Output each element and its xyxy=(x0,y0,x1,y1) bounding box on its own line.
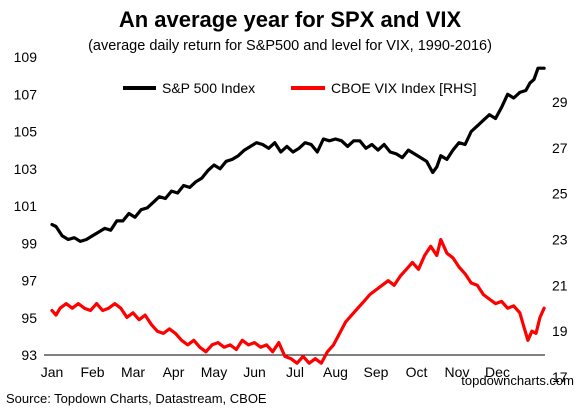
spx-series-line xyxy=(50,66,546,243)
legend-label-vix: CBOE VIX Index [RHS] xyxy=(331,80,477,96)
left-tick-label: 109 xyxy=(14,49,38,65)
left-tick-label: 105 xyxy=(14,124,38,140)
x-tick-label: Jun xyxy=(243,364,266,380)
x-tick-label: Nov xyxy=(445,364,470,380)
chart-subtitle: (average daily return for S&P500 and lev… xyxy=(88,38,492,54)
right-tick-label: 19 xyxy=(552,323,568,339)
right-tick-label: 27 xyxy=(552,140,568,156)
x-tick-label: Jul xyxy=(286,364,304,380)
plot-area xyxy=(50,66,546,365)
x-tick-label: Mar xyxy=(121,364,145,380)
left-tick-label: 97 xyxy=(21,273,37,289)
right-tick-label: 25 xyxy=(552,186,568,202)
x-tick-label: Aug xyxy=(323,364,348,380)
watermark: topdowncharts.com xyxy=(461,373,574,388)
vix-series-line xyxy=(50,237,546,365)
x-tick-label: Apr xyxy=(163,364,185,380)
chart-title: An average year for SPX and VIX xyxy=(119,7,462,32)
legend: S&P 500 Index CBOE VIX Index [RHS] xyxy=(123,80,477,96)
left-tick-label: 95 xyxy=(21,310,37,326)
right-tick-label: 21 xyxy=(552,277,568,293)
right-tick-label: 23 xyxy=(552,231,568,247)
x-tick-label: Feb xyxy=(80,364,104,380)
x-tick-label: May xyxy=(201,364,227,380)
left-tick-label: 103 xyxy=(14,161,38,177)
x-tick-label: Sep xyxy=(364,364,389,380)
x-tick-label: Jan xyxy=(41,364,64,380)
x-axis: Jan Feb Mar Apr May Jun Jul Aug Sep Oct Nov Dec xyxy=(41,364,510,380)
left-tick-label: 93 xyxy=(21,347,37,363)
left-tick-label: 101 xyxy=(14,198,38,214)
legend-label-spx: S&P 500 Index xyxy=(162,80,255,96)
source-note: Source: Topdown Charts, Datastream, CBOE xyxy=(6,391,267,406)
right-axis: 17 19 21 23 25 27 29 xyxy=(552,94,568,385)
left-tick-label: 107 xyxy=(14,86,38,102)
left-axis: 93 95 97 99 101 103 105 107 109 xyxy=(14,49,38,363)
right-tick-label: 29 xyxy=(552,94,568,110)
x-tick-label: Dec xyxy=(485,364,510,380)
left-tick-label: 99 xyxy=(21,235,37,251)
right-tick-label: 17 xyxy=(552,369,568,385)
x-tick-label: Oct xyxy=(406,364,428,380)
